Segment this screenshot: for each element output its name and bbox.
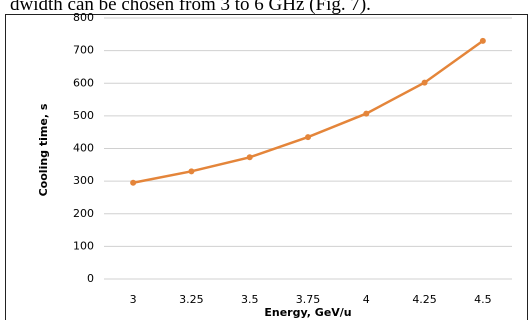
y-tick-label: 300 <box>73 174 94 187</box>
x-tick-label: 3.5 <box>241 293 259 306</box>
data-point <box>479 37 486 44</box>
data-point <box>188 168 195 175</box>
x-tick-label: 3.25 <box>179 293 204 306</box>
data-point <box>363 110 370 117</box>
y-tick-label: 800 <box>73 11 94 24</box>
text-above: dwidth can be chosen from 3 to 6 GHz (Fi… <box>10 0 371 15</box>
y-tick-label: 500 <box>73 109 94 122</box>
y-tick-label: 0 <box>87 272 94 285</box>
x-axis-label: Energy, GeV/u <box>264 306 351 319</box>
y-tick-label: 200 <box>73 207 94 220</box>
x-tick-label: 3.75 <box>296 293 321 306</box>
y-tick-label: 700 <box>73 44 94 57</box>
y-axis-label: Cooling time, s <box>37 103 50 196</box>
data-point <box>246 154 253 161</box>
y-tick-label: 100 <box>73 239 94 252</box>
chart-frame <box>5 14 528 320</box>
data-point <box>421 79 428 86</box>
y-tick-label: 400 <box>73 142 94 155</box>
data-line <box>132 39 484 184</box>
x-tick-label: 3 <box>130 293 137 306</box>
x-tick-label: 4.25 <box>412 293 437 306</box>
x-tick-label: 4.5 <box>474 293 492 306</box>
data-point <box>130 179 137 186</box>
data-point <box>305 134 311 141</box>
y-tick-label: 600 <box>73 76 94 89</box>
x-tick-label: 4 <box>363 293 370 306</box>
